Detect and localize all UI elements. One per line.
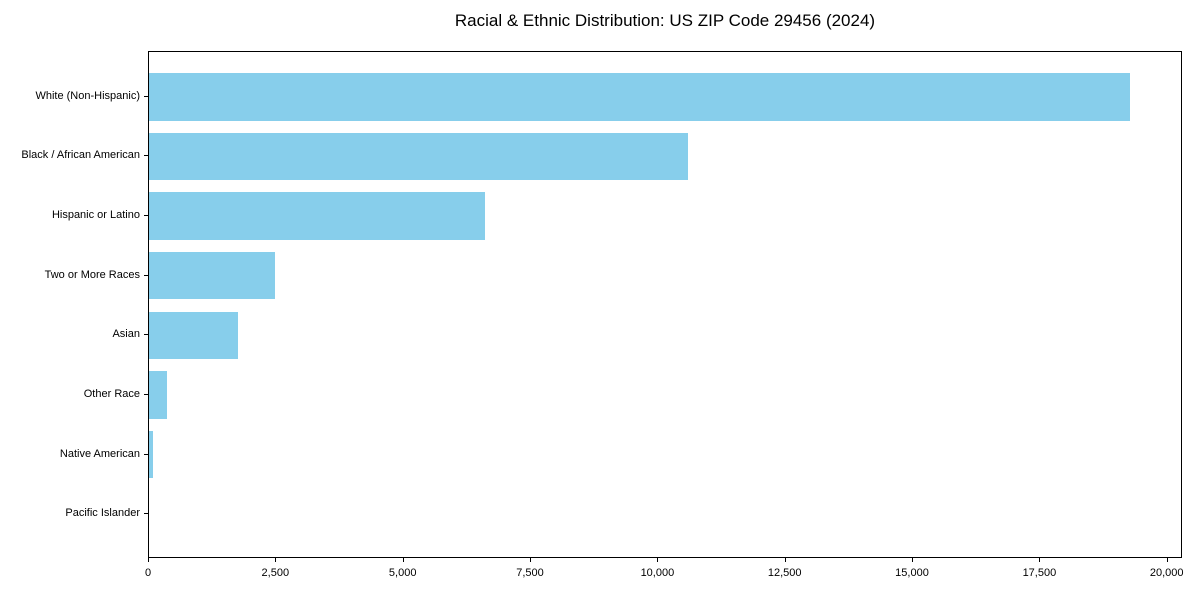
y-axis-tick [144, 155, 148, 157]
y-tick-label: Other Race [83, 388, 140, 400]
y-tick-label: Native American [59, 447, 140, 460]
bar-2 [149, 192, 485, 240]
x-tick-label: 12,500 [767, 567, 802, 579]
bar-4 [149, 311, 239, 360]
y-tick-label: Pacific Islander [65, 507, 140, 520]
x-tick-label: 15,000 [895, 567, 929, 579]
bar-5 [149, 371, 167, 419]
x-tick-label: 5,000 [388, 567, 417, 579]
x-tick-label: 7,500 [516, 567, 544, 579]
y-axis-tick [144, 274, 148, 276]
chart-title: Racial & Ethnic Distribution: US ZIP Cod… [454, 11, 876, 30]
y-tick-label: Hispanic or Latino [51, 209, 140, 221]
x-axis-tick [912, 558, 913, 562]
x-axis-tick [402, 558, 404, 562]
plot-area [148, 51, 1182, 558]
x-axis-tick [784, 558, 786, 562]
y-tick-label: White (Non-Hispanic) [35, 89, 140, 102]
y-tick-label: Asian [112, 328, 140, 341]
y-tick-label: Black / African American [21, 149, 140, 162]
y-axis-tick [144, 394, 148, 395]
y-axis-tick [144, 513, 148, 515]
x-tick-label: 17,500 [1022, 567, 1057, 579]
x-tick-label: 20,000 [1149, 567, 1184, 579]
x-tick-label: 2,500 [261, 567, 290, 579]
x-axis-tick [275, 558, 277, 562]
y-axis-tick [144, 215, 148, 216]
y-tick-label: Two or More Races [44, 268, 140, 281]
bar-1 [149, 132, 688, 181]
x-tick-label: 10,000 [640, 567, 675, 579]
x-axis-tick [657, 558, 659, 562]
bar-3 [149, 251, 275, 300]
bar-0 [149, 72, 1131, 121]
x-axis-tick [1166, 558, 1168, 562]
x-axis-tick [1039, 558, 1041, 562]
x-axis-tick [530, 558, 531, 562]
y-axis-tick [144, 453, 148, 455]
x-axis-tick [148, 558, 149, 562]
y-axis-tick [144, 95, 148, 97]
y-axis-tick [144, 334, 148, 336]
x-tick-label: 0 [144, 567, 152, 579]
bar-6 [149, 430, 154, 479]
